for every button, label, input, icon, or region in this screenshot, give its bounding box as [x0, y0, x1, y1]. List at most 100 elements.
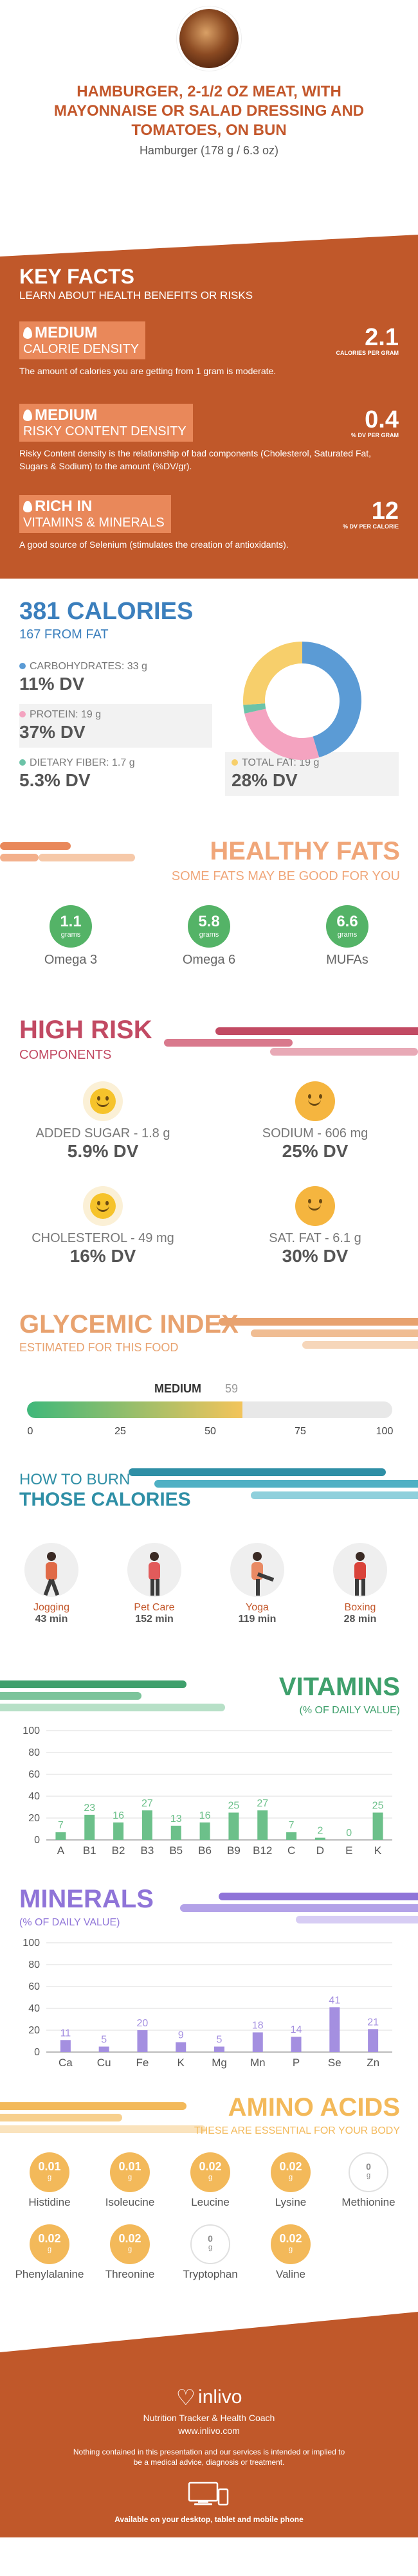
amino-circle: 0.02 g — [110, 2224, 150, 2264]
decor-stripe — [180, 1904, 418, 1912]
amino-threonine: 0.02 g Threonine — [88, 2224, 172, 2281]
key-fact-level: MEDIUM — [35, 406, 98, 424]
bar-value-label: 20 — [137, 2018, 149, 2029]
bar-B12 — [257, 1810, 268, 1840]
bar-value-label: 11 — [60, 2028, 71, 2039]
minerals-title: MINERALS — [19, 1885, 154, 1913]
key-fact-badge: RICH IN VITAMINS & MINERALS — [19, 495, 171, 533]
smiley-icon — [83, 1186, 123, 1226]
key-fact-value: 12 — [371, 498, 399, 525]
y-tick-label: 20 — [28, 1813, 40, 1824]
x-tick-label: B9 — [227, 1844, 241, 1857]
macro-total-fat: TOTAL FAT: 19 g 28% DV — [225, 752, 399, 796]
amino-lysine: 0.02 g Lysine — [249, 2152, 332, 2209]
amino-unit: g — [208, 2174, 213, 2181]
glycemic-tick: 25 — [114, 1426, 126, 1437]
brand-logo[interactable]: ♡ inlivo — [0, 2385, 418, 2411]
bar-Fe — [137, 2030, 148, 2052]
amino-circle: 0.01 g — [30, 2152, 69, 2192]
decor-stripe — [270, 1048, 418, 1056]
availability-note: Available on your desktop, tablet and mo… — [114, 2515, 304, 2524]
bar-Cu — [98, 2046, 109, 2052]
decor-stripe — [164, 1039, 293, 1047]
burn-activity: Boxing — [344, 1602, 376, 1613]
y-tick-label: 0 — [34, 1835, 40, 1846]
burn-time: 119 min — [238, 1614, 277, 1625]
burn-jogging: Jogging 43 min — [13, 1543, 90, 1625]
bar-Zn — [368, 2029, 379, 2052]
donut-slice-protein — [244, 708, 320, 760]
amino-name: Tryptophan — [183, 2268, 238, 2280]
amino-unit: g — [366, 2172, 371, 2179]
bar-value-label: 16 — [113, 1810, 124, 1821]
fat-unit: grams — [337, 931, 358, 939]
pet-care-icon — [127, 1543, 181, 1597]
amino-unit: g — [288, 2174, 293, 2181]
decor-stripe — [0, 1680, 186, 1688]
burn-time: 28 min — [343, 1614, 377, 1625]
amino-value: 0.01 — [38, 2160, 61, 2173]
heart-icon: ♡ — [176, 2386, 196, 2410]
bar-value-label: 23 — [84, 1803, 95, 1814]
amino-value: 0.02 — [279, 2232, 302, 2245]
amino-value: 0.02 — [118, 2232, 141, 2245]
macro-dv: 11% DV — [19, 674, 85, 694]
macro-protein: PROTEIN: 19 g 37% DV — [19, 704, 212, 748]
glycemic-fill — [27, 1401, 243, 1418]
smiley-icon — [83, 1081, 123, 1121]
bar-value-label: 14 — [291, 2024, 302, 2035]
brand-name: inlivo — [198, 2386, 242, 2408]
macro-dv: 28% DV — [232, 770, 298, 790]
amino-value: 0.02 — [279, 2160, 302, 2173]
header-section: HAMBURGER, 2-1/2 OZ MEAT, WITH MAYONNAIS… — [0, 0, 418, 231]
glycemic-level: MEDIUM — [154, 1382, 201, 1395]
key-fact-calorie-density: MEDIUM CALORIE DENSITY 2.1 CALORIES PER … — [19, 321, 399, 377]
key-fact-unit: CALORIES PER GRAM — [336, 350, 399, 356]
x-tick-label: B1 — [83, 1844, 96, 1857]
burn-activity: Jogging — [33, 1602, 70, 1613]
amino-unit: g — [208, 2244, 213, 2251]
macro-carbohydrates: CARBOHYDRATES: 33 g 11% DV — [19, 656, 155, 699]
x-tick-label: P — [293, 2057, 300, 2069]
warning-icon — [23, 410, 32, 421]
flame-icon — [23, 327, 32, 339]
bar-B1 — [84, 1814, 95, 1840]
calories-from-fat: 167 FROM FAT — [19, 627, 109, 642]
burn-boxing: Boxing 28 min — [322, 1543, 399, 1625]
jogging-icon — [24, 1543, 78, 1597]
footer: ♡ inlivo Nutrition Tracker & Health Coach… — [0, 2308, 418, 2537]
amino-value: 0.02 — [199, 2160, 222, 2173]
bar-A — [55, 1832, 66, 1840]
decor-stripe — [39, 854, 135, 861]
bar-value-label: 18 — [252, 2020, 264, 2031]
bar-Ca — [60, 2040, 71, 2052]
glycemic-title: GLYCEMIC INDEX — [19, 1310, 239, 1338]
calories-title: 381 CALORIES — [19, 598, 194, 625]
x-tick-label: A — [57, 1844, 65, 1857]
macro-dietary-fiber: DIETARY FIBER: 1.7 g 5.3% DV — [19, 752, 143, 796]
risk-dv: 5.9% DV — [67, 1141, 139, 1161]
macro-dv: 5.3% DV — [19, 770, 91, 790]
y-tick-label: 100 — [23, 1938, 40, 1949]
glycemic-tick: 0 — [27, 1426, 33, 1437]
key-fact-level: RICH IN — [35, 498, 93, 515]
amino-subtitle: THESE ARE ESSENTIAL FOR YOUR BODY — [194, 2125, 400, 2136]
bar-value-label: 2 — [317, 1826, 323, 1837]
burn-time: 43 min — [35, 1614, 68, 1625]
glycemic-subtitle: ESTIMATED FOR THIS FOOD — [19, 1341, 179, 1354]
amino-name: Isoleucine — [105, 2196, 155, 2208]
bar-B2 — [113, 1822, 124, 1840]
macro-dv: 37% DV — [19, 722, 86, 742]
brand-url-link[interactable]: www.inlivo.com — [178, 2426, 240, 2436]
bar-B3 — [141, 1810, 152, 1840]
amino-name: Histidine — [28, 2196, 71, 2208]
amino-acids-section: AMINO ACIDS THESE ARE ESSENTIAL FOR YOUR… — [0, 2089, 418, 2308]
key-fact-value: 0.4 — [365, 406, 399, 433]
bar-value-label: 27 — [257, 1798, 268, 1809]
amino-name: Threonine — [105, 2268, 155, 2280]
smiley-icon — [295, 1186, 335, 1226]
minerals-subtitle: (% OF DAILY VALUE) — [19, 1917, 120, 1928]
key-fact-description: The amount of calories you are getting f… — [19, 366, 277, 376]
key-fact-risky-content: MEDIUM RISKY CONTENT DENSITY 0.4 % DV PE… — [19, 404, 399, 473]
